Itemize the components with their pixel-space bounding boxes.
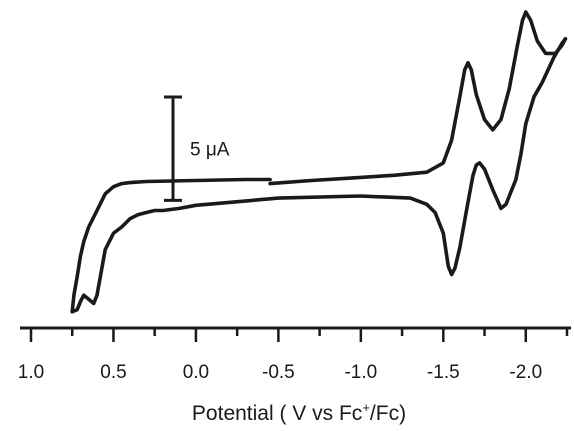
cv-curve-segment-2 <box>70 37 568 314</box>
current-scale-bar: 5 μA <box>164 95 230 202</box>
x-tick-label: 0.0 <box>183 362 209 383</box>
plot-area <box>70 10 568 314</box>
x-axis-title-suffix: /Fc) <box>370 402 406 425</box>
cv-curve-segment-3 <box>70 177 272 314</box>
x-tick-label: 1.0 <box>18 362 44 383</box>
x-tick-label: -2.0 <box>509 362 542 383</box>
scale-bar-label: 5 μA <box>190 140 230 161</box>
x-tick-label: -0.5 <box>262 362 295 383</box>
cv-curve-segment-1 <box>268 10 568 186</box>
x-tick-label: -1.0 <box>344 362 377 383</box>
x-tick-label: -1.5 <box>427 362 460 383</box>
x-axis-title-main: Potential ( V vs Fc <box>192 402 362 425</box>
x-axis-title: Potential ( V vs Fc+/Fc) <box>192 400 406 425</box>
x-axis-title-superscript: + <box>362 400 370 415</box>
x-tick-label: 0.5 <box>100 362 126 383</box>
x-axis-ticks: 1.0 0.5 0.0 -0.5 -1.0 -1.5 -2.0 <box>18 328 569 383</box>
